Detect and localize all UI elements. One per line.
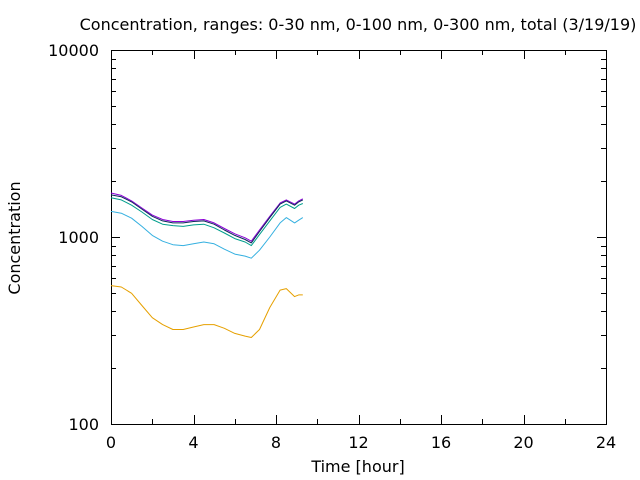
series-line-2 [110, 194, 304, 244]
series-line-4 [110, 210, 304, 259]
y-axis-label: Concentration [5, 181, 24, 294]
x-tick-label: 4 [188, 433, 198, 452]
x-tick-label: 16 [431, 433, 451, 452]
x-tick-label: 24 [596, 433, 616, 452]
x-tick-label: 12 [348, 433, 368, 452]
series-line-3 [110, 197, 303, 247]
x-axis-ticks: 0 4 8 12 16 20 24 [106, 50, 616, 452]
y-tick-label: 10000 [48, 41, 99, 60]
y-tick-label: 1000 [58, 228, 99, 247]
y-axis-ticks: 100 1000 10000 [48, 41, 606, 434]
x-tick-label: 0 [106, 433, 116, 452]
series-line-5 [110, 285, 303, 338]
x-tick-label: 20 [513, 433, 533, 452]
x-axis-label: Time [hour] [310, 457, 404, 476]
series-layer [110, 192, 304, 338]
plot-frame [111, 50, 607, 425]
y-tick-label: 100 [68, 415, 99, 434]
series-line-1 [110, 192, 304, 242]
x-tick-label: 8 [271, 433, 281, 452]
chart-title: Concentration, ranges: 0-30 nm, 0-100 nm… [80, 15, 637, 34]
